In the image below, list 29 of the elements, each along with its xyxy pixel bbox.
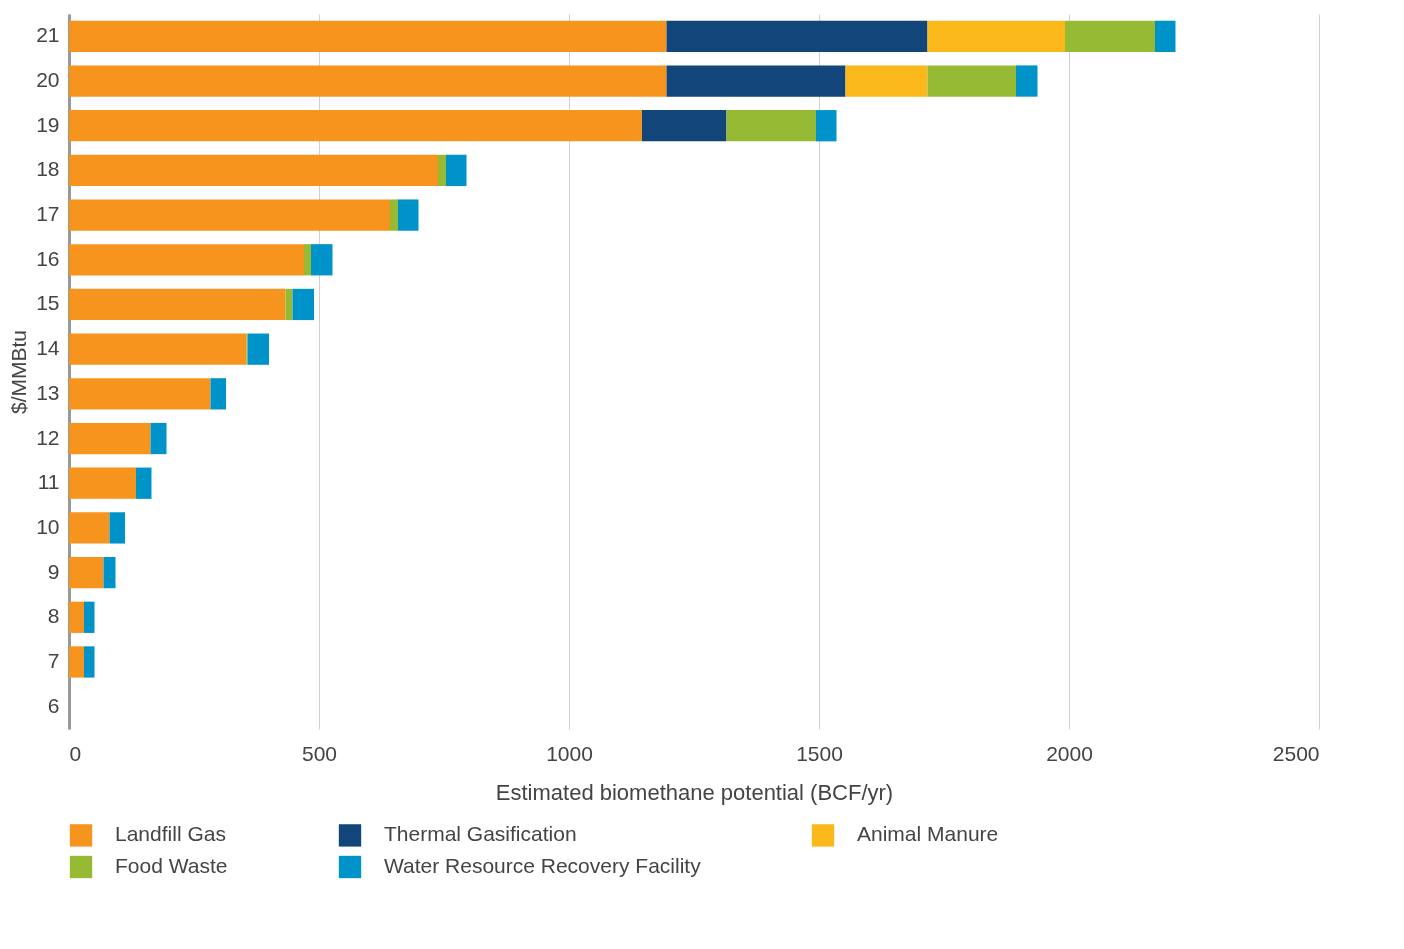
legend-label: Food Waste xyxy=(115,854,228,877)
legend-label: Animal Manure xyxy=(857,822,999,846)
y-tick-label: 21 xyxy=(36,23,60,47)
y-tick-label: 6 xyxy=(47,693,60,717)
x-tick-label: 2500 xyxy=(1272,741,1320,765)
x-tick-label: 2000 xyxy=(1046,741,1093,765)
y-tick-label: 12 xyxy=(36,425,60,449)
y-tick-label: 18 xyxy=(36,157,60,181)
x-tick-label: 1000 xyxy=(546,741,593,765)
y-tick-label: 11 xyxy=(37,470,60,494)
legend-label: Thermal Gasification xyxy=(384,822,577,846)
y-tick-label: 20 xyxy=(36,68,60,92)
y-tick-label: 16 xyxy=(36,246,60,270)
x-axis-title: Estimated biomethane potential (BCF/yr) xyxy=(495,779,894,805)
y-axis-title: $/MMBtu xyxy=(7,329,31,415)
y-tick-label: 7 xyxy=(47,648,60,672)
y-tick-label: 15 xyxy=(36,291,60,315)
y-tick-label: 17 xyxy=(36,202,60,226)
y-tick-label: 14 xyxy=(36,336,60,360)
x-tick-label: 0 xyxy=(69,741,82,765)
x-tick-label: 1500 xyxy=(796,741,843,765)
y-tick-label: 8 xyxy=(47,604,60,628)
y-tick-label: 10 xyxy=(36,514,60,538)
x-tick-label: 500 xyxy=(301,741,338,765)
y-tick-label: 19 xyxy=(36,112,60,136)
legend-label: Landfill Gas xyxy=(115,822,226,846)
y-tick-label: 13 xyxy=(36,380,60,404)
y-tick-label: 9 xyxy=(47,559,60,583)
legend-label: Water Resource Recovery Facility xyxy=(384,854,702,877)
